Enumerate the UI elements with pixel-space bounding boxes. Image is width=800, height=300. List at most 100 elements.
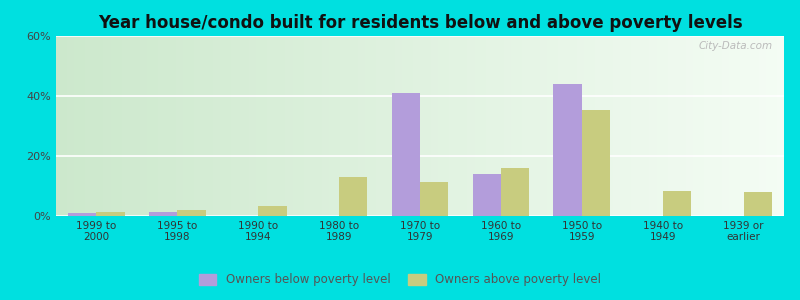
Bar [620, 36, 624, 216]
Bar [634, 36, 638, 216]
Bar [522, 36, 526, 216]
Bar [657, 36, 660, 216]
Bar [755, 36, 758, 216]
Bar [63, 36, 67, 216]
Bar [471, 36, 474, 216]
Bar [263, 36, 267, 216]
Bar [662, 190, 691, 216]
Bar [482, 36, 486, 216]
Bar [420, 182, 448, 216]
Bar [162, 36, 165, 216]
Bar [464, 36, 467, 216]
Bar [730, 36, 733, 216]
Bar [253, 36, 256, 216]
Bar [478, 36, 482, 216]
Bar [329, 36, 333, 216]
Bar [402, 36, 406, 216]
Bar [747, 36, 751, 216]
Bar [376, 36, 380, 216]
Bar [413, 36, 416, 216]
Bar [780, 36, 784, 216]
Bar [700, 36, 704, 216]
Bar [183, 36, 187, 216]
Bar [650, 36, 653, 216]
Bar [566, 36, 570, 216]
Bar [85, 36, 89, 216]
Bar [627, 36, 631, 216]
Bar [278, 36, 282, 216]
Bar [682, 36, 686, 216]
Bar [220, 36, 223, 216]
Bar [103, 36, 107, 216]
Bar [537, 36, 540, 216]
Bar [314, 36, 318, 216]
Bar [409, 36, 413, 216]
Bar [424, 36, 427, 216]
Bar [93, 36, 96, 216]
Bar [260, 36, 263, 216]
Bar [501, 168, 530, 216]
Bar [770, 36, 773, 216]
Bar [551, 36, 554, 216]
Bar [249, 36, 253, 216]
Bar [216, 36, 220, 216]
Bar [362, 36, 366, 216]
Bar [296, 36, 300, 216]
Bar [416, 36, 420, 216]
Bar [180, 36, 183, 216]
Bar [446, 36, 449, 216]
Bar [420, 36, 424, 216]
Bar [777, 36, 780, 216]
Bar [380, 36, 384, 216]
Bar [526, 36, 530, 216]
Bar [107, 36, 110, 216]
Bar [744, 36, 747, 216]
Bar [530, 36, 533, 216]
Bar [242, 36, 246, 216]
Bar [392, 93, 420, 216]
Bar [573, 36, 577, 216]
Bar [497, 36, 500, 216]
Bar [118, 36, 122, 216]
Bar [540, 36, 544, 216]
Bar [267, 36, 270, 216]
Bar [773, 36, 777, 216]
Bar [486, 36, 489, 216]
Bar [223, 36, 227, 216]
Bar [587, 36, 591, 216]
Title: Year house/condo built for residents below and above poverty levels: Year house/condo built for residents bel… [98, 14, 742, 32]
Bar [715, 36, 718, 216]
Bar [613, 36, 617, 216]
Bar [110, 36, 114, 216]
Bar [707, 36, 711, 216]
Bar [456, 36, 460, 216]
Bar [206, 36, 209, 216]
Bar [230, 36, 234, 216]
Bar [70, 36, 74, 216]
Bar [671, 36, 674, 216]
Bar [158, 36, 162, 216]
Bar [638, 36, 642, 216]
Bar [100, 36, 103, 216]
Bar [577, 36, 580, 216]
Bar [150, 36, 154, 216]
Bar [697, 36, 700, 216]
Bar [310, 36, 314, 216]
Bar [453, 36, 456, 216]
Bar [740, 36, 744, 216]
Bar [602, 36, 606, 216]
Bar [274, 36, 278, 216]
Bar [289, 36, 293, 216]
Bar [518, 36, 522, 216]
Bar [114, 36, 118, 216]
Bar [406, 36, 409, 216]
Bar [544, 36, 547, 216]
Bar [427, 36, 431, 216]
Text: City-Data.com: City-Data.com [699, 41, 773, 51]
Bar [194, 36, 198, 216]
Bar [213, 36, 216, 216]
Bar [758, 36, 762, 216]
Bar [366, 36, 369, 216]
Bar [504, 36, 507, 216]
Bar [358, 36, 362, 216]
